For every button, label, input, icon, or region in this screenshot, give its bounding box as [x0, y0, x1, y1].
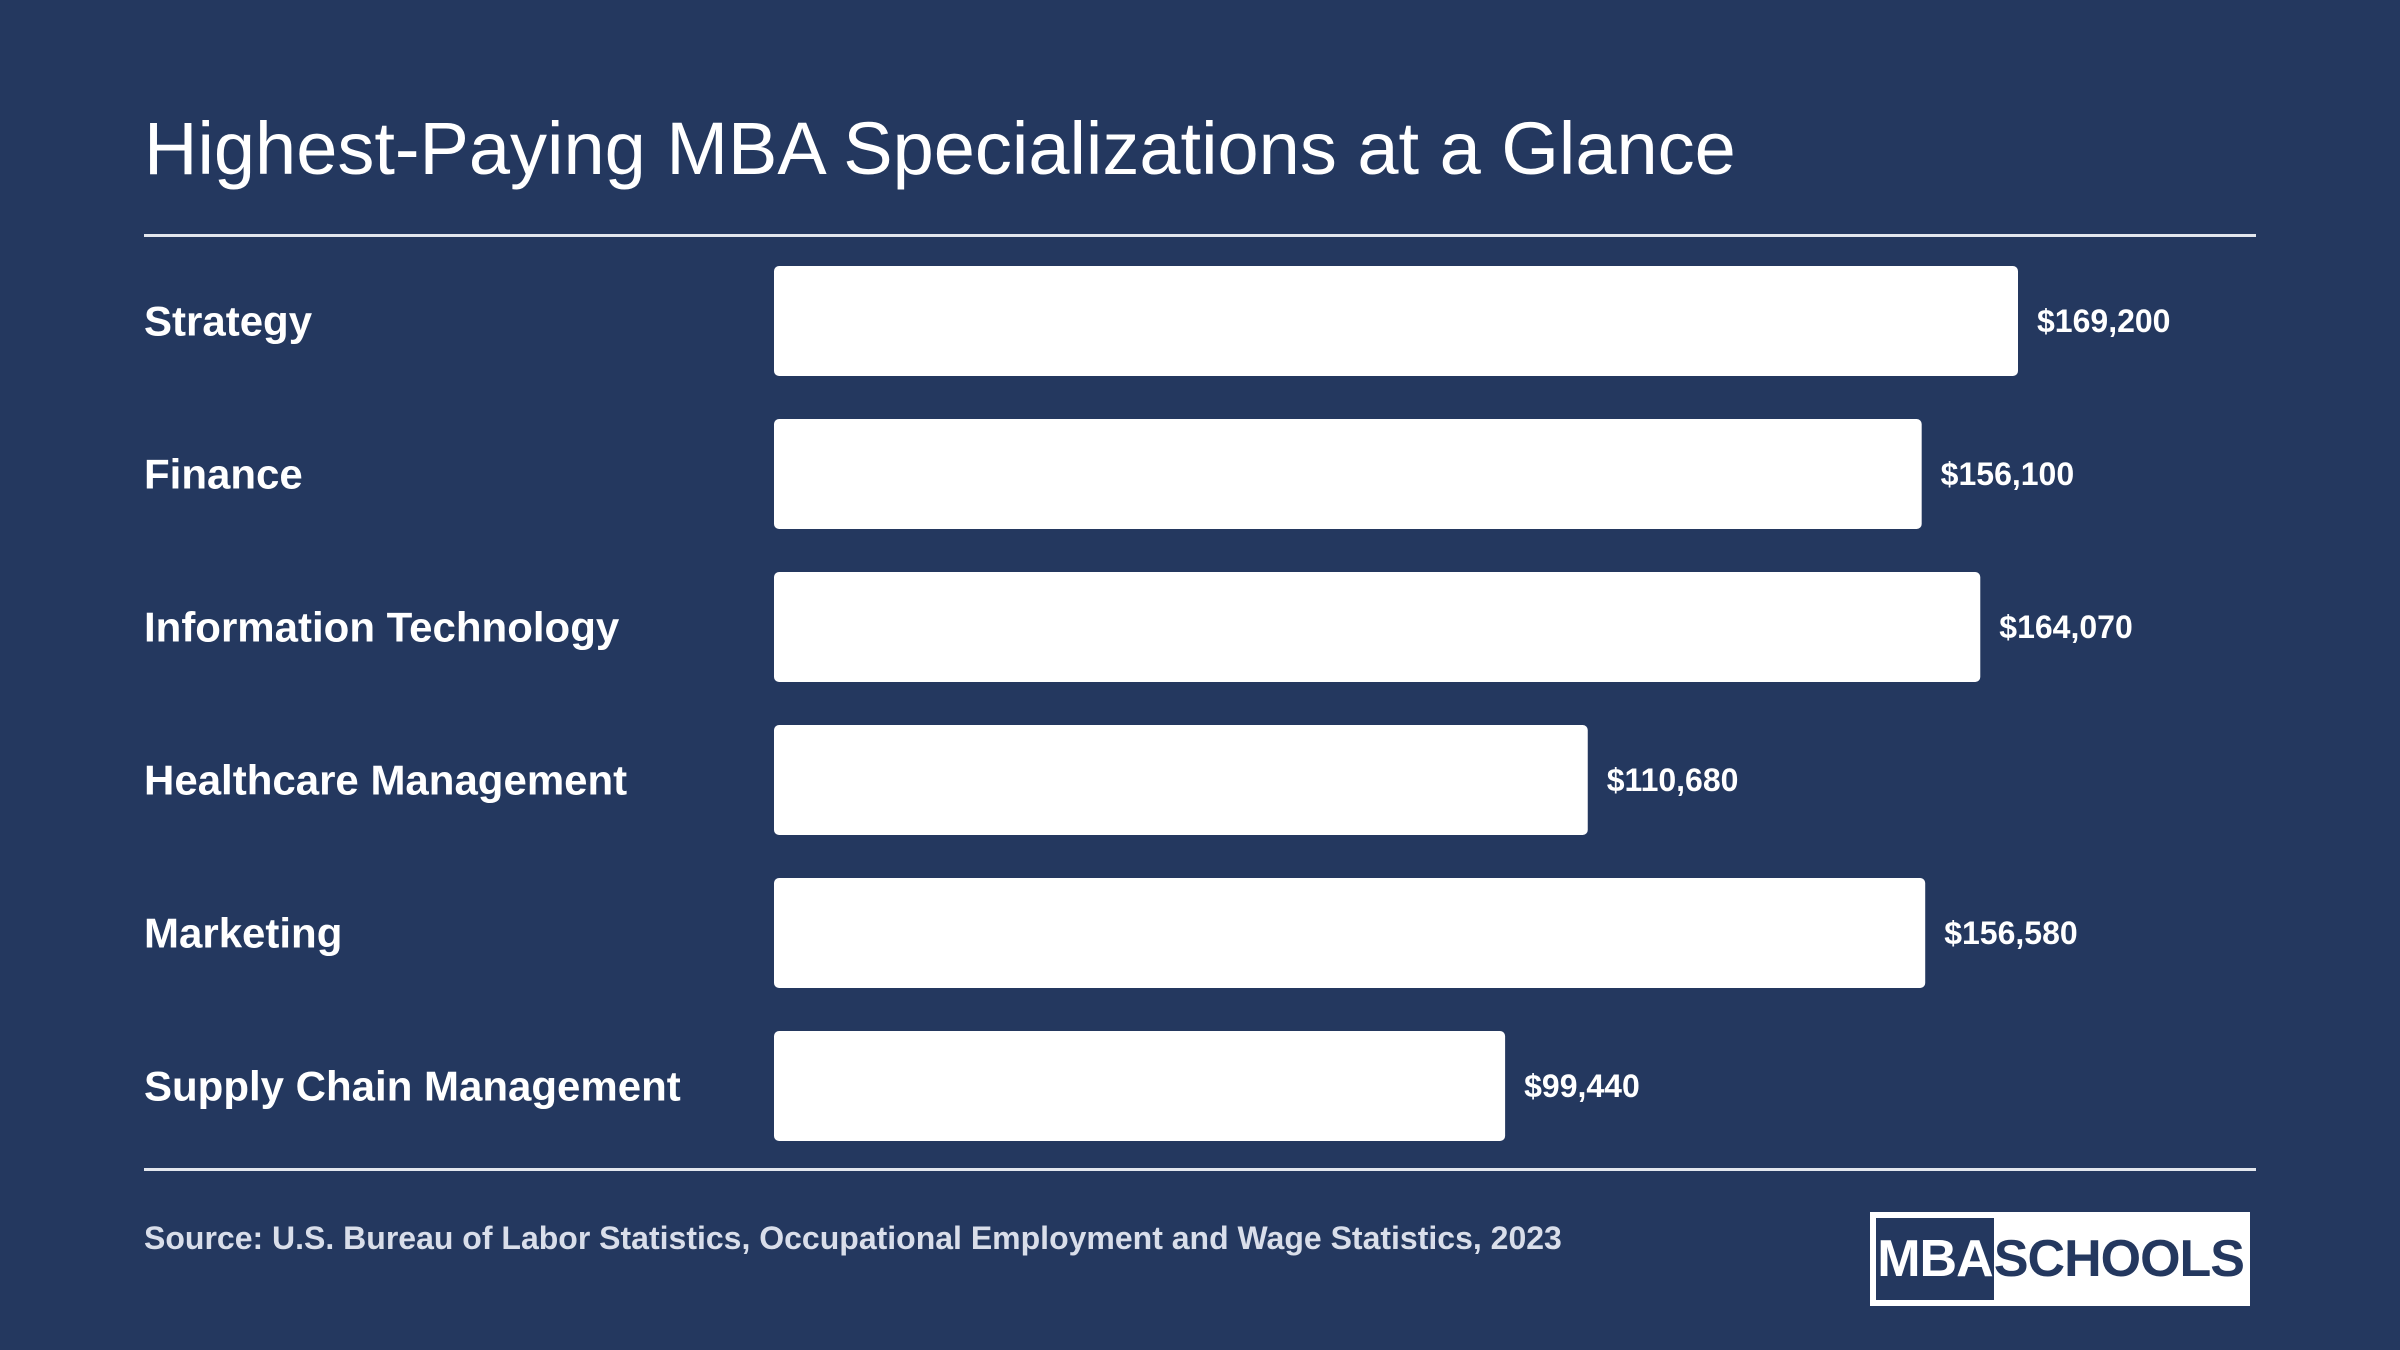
bar [774, 878, 1926, 988]
chart-title: Highest-Paying MBA Specializations at a … [144, 107, 1736, 190]
value-label: $164,070 [1999, 609, 2132, 645]
source-note: Source: U.S. Bureau of Labor Statistics,… [144, 1220, 1562, 1256]
bar [774, 419, 1922, 529]
value-label: $169,200 [2037, 303, 2170, 339]
category-label: Strategy [144, 298, 313, 345]
category-label: Supply Chain Management [144, 1063, 681, 1110]
bottom-divider [144, 1168, 2256, 1171]
bar [774, 725, 1588, 835]
category-label: Healthcare Management [144, 757, 627, 804]
logo-schools-text: SCHOOLS [1993, 1230, 2245, 1288]
top-divider [144, 234, 2256, 237]
category-label: Marketing [144, 910, 342, 957]
mba-schools-logo: MBA SCHOOLS [1870, 1212, 2250, 1306]
logo-mba-text: MBA [1876, 1218, 1994, 1300]
value-label: $156,580 [1944, 915, 2077, 951]
bar [774, 1031, 1506, 1141]
category-label: Finance [144, 451, 303, 498]
value-label: $99,440 [1524, 1068, 1640, 1104]
value-label: $110,680 [1607, 762, 1739, 798]
bar [774, 266, 2018, 376]
value-label: $156,100 [1941, 456, 2074, 492]
category-label: Information Technology [144, 604, 620, 651]
bar [774, 572, 1981, 682]
